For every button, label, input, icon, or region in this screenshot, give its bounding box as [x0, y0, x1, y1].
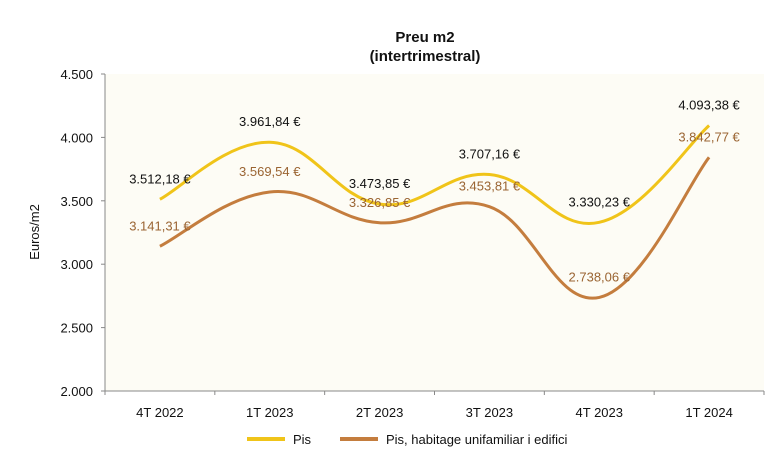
- data-label: 3.473,85 €: [349, 176, 411, 191]
- y-axis-label: Euros/m2: [27, 204, 42, 260]
- y-tick-label: 4.500: [60, 67, 93, 82]
- y-tick-label: 3.500: [60, 194, 93, 209]
- data-label: 3.330,23 €: [569, 194, 631, 209]
- x-tick-label: 1T 2023: [246, 405, 293, 420]
- data-label: 2.738,06 €: [569, 269, 631, 284]
- x-tick-label: 4T 2022: [136, 405, 183, 420]
- data-label: 3.961,84 €: [239, 114, 301, 129]
- data-label: 3.453,81 €: [459, 179, 521, 194]
- legend-label: Pis, habitage unifamiliar i edifici: [386, 432, 567, 447]
- chart-subtitle: (intertrimestral): [370, 48, 481, 65]
- x-tick-label: 4T 2023: [576, 405, 623, 420]
- legend-label: Pis: [293, 432, 312, 447]
- y-tick-label: 4.000: [60, 130, 93, 145]
- x-tick-label: 1T 2024: [685, 405, 732, 420]
- y-tick-label: 2.500: [60, 321, 93, 336]
- data-label: 4.093,38 €: [678, 98, 740, 113]
- plot-area: [105, 74, 764, 391]
- x-tick-label: 2T 2023: [356, 405, 403, 420]
- chart-title: Preu m2: [395, 29, 454, 46]
- series-line-pis: [159, 124, 711, 226]
- data-label: 3.326,85 €: [349, 195, 411, 210]
- data-label: 3.569,54 €: [239, 164, 301, 179]
- y-tick-label: 3.000: [60, 257, 93, 272]
- data-label: 3.842,77 €: [678, 129, 740, 144]
- data-label: 3.707,16 €: [459, 147, 521, 162]
- data-label: 3.141,31 €: [129, 218, 191, 233]
- y-tick-label: 2.000: [60, 384, 93, 399]
- series-line-pis-habitatge: [159, 156, 711, 300]
- data-label: 3.512,18 €: [129, 171, 191, 186]
- x-tick-label: 3T 2023: [466, 405, 513, 420]
